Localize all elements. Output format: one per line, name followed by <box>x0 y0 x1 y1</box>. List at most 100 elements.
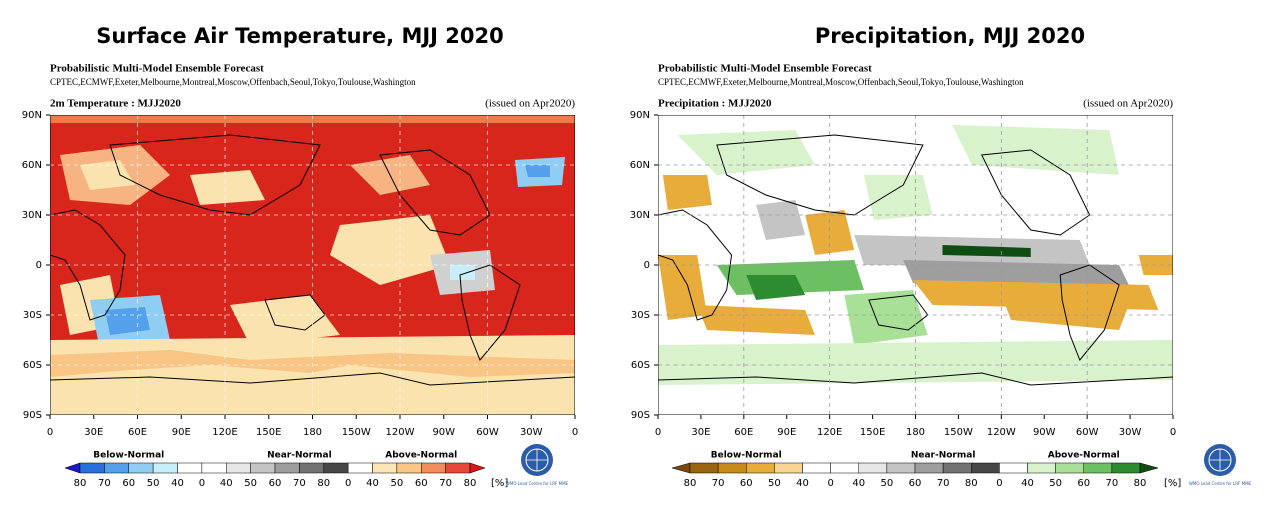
legend-group: Near-Normal <box>267 451 332 461</box>
legend-label: 80 <box>1134 478 1147 489</box>
legend-group: Below-Normal <box>93 451 164 461</box>
legend-box <box>942 462 972 474</box>
legend-box <box>1027 462 1056 474</box>
legend-label: 60 <box>269 478 282 489</box>
legend-label: 0 <box>345 478 351 489</box>
legend-triangle <box>64 462 81 474</box>
legend-label: 60 <box>909 478 922 489</box>
legend-box <box>201 462 227 474</box>
lon-label: 0 <box>572 427 578 438</box>
legend-box <box>79 462 105 474</box>
legend-label: 80 <box>684 478 697 489</box>
lat-label: 60S <box>23 360 42 371</box>
legend-label: 80 <box>464 478 477 489</box>
legend-box <box>1111 462 1141 474</box>
legend-box <box>347 462 373 474</box>
legend-box <box>128 462 154 474</box>
legend-unit: [%] <box>491 478 508 489</box>
lon-label: 30W <box>520 427 543 438</box>
legend-box <box>1055 462 1084 474</box>
legend-box <box>372 462 398 474</box>
issued: (issued on Apr2020) <box>485 98 575 110</box>
lat-label: 30S <box>631 310 650 321</box>
lon-label: 0 <box>1170 427 1176 438</box>
lat-label: 0 <box>644 260 650 271</box>
lon-label: 60E <box>128 427 147 438</box>
lon-label: 60E <box>734 427 753 438</box>
legend-group: Above-Normal <box>385 451 457 461</box>
legend-label: 80 <box>74 478 87 489</box>
logo-text: WMO Lead Centre for LRF MME <box>506 481 569 486</box>
lon-label: 60W <box>476 427 499 438</box>
legend-label: 80 <box>317 478 330 489</box>
legend-group: Near-Normal <box>911 451 976 461</box>
legend-box <box>445 462 471 474</box>
legend-box <box>152 462 178 474</box>
legend-label: 40 <box>1021 478 1034 489</box>
legend-label: 60 <box>415 478 428 489</box>
lon-label: 150W <box>944 427 973 438</box>
lat-label: 30N <box>22 210 42 221</box>
legend-label: 50 <box>1049 478 1062 489</box>
legend-group: Above-Normal <box>1048 451 1120 461</box>
legend-triangle <box>469 462 486 474</box>
map-title: Precipitation : MJJ2020 <box>658 98 772 110</box>
lat-label: 0 <box>36 260 42 271</box>
lat-label: 90S <box>23 410 42 421</box>
panel-title: Surface Air Temperature, MJJ 2020 <box>96 24 503 48</box>
logo-text: WMO Lead Centre for LRF MME <box>1189 481 1252 486</box>
legend-box <box>104 462 129 474</box>
lon-label: 120E <box>817 427 842 438</box>
legend-label: 70 <box>293 478 306 489</box>
lat-label: 30S <box>23 310 42 321</box>
lon-label: 150W <box>342 427 371 438</box>
legend-label: 70 <box>1106 478 1119 489</box>
legend-box <box>717 462 747 474</box>
legend-box <box>299 462 324 474</box>
legend-group: Below-Normal <box>711 451 782 461</box>
legend-box <box>886 462 916 474</box>
lat-label: 60S <box>631 360 650 371</box>
legend-label: 70 <box>712 478 725 489</box>
legend-box <box>971 462 1000 474</box>
legend-box <box>999 462 1028 474</box>
legend-box <box>689 462 719 474</box>
lon-label: 150E <box>860 427 885 438</box>
legend-label: 50 <box>391 478 404 489</box>
lon-label: 30E <box>84 427 103 438</box>
lat-label: 90S <box>631 410 650 421</box>
legend-label: 40 <box>852 478 865 489</box>
legend-box <box>226 462 251 474</box>
legend-label: 50 <box>147 478 160 489</box>
lat-label: 60N <box>22 160 42 171</box>
legend-label: 40 <box>796 478 809 489</box>
lon-label: 90W <box>1033 427 1056 438</box>
legend-label: 50 <box>244 478 257 489</box>
centres: CPTEC,ECMWF,Exeter,Melbourne,Montreal,Mo… <box>658 77 1024 87</box>
issued: (issued on Apr2020) <box>1083 98 1173 110</box>
legend-label: 70 <box>937 478 950 489</box>
legend-label: 50 <box>768 478 781 489</box>
lon-label: 150E <box>256 427 281 438</box>
legend-label: 40 <box>171 478 184 489</box>
map-title: 2m Temperature : MJJ2020 <box>50 98 181 110</box>
legend-box <box>830 462 859 474</box>
legend-box <box>914 462 944 474</box>
legend-box <box>177 462 203 474</box>
heading: Probabilistic Multi-Model Ensemble Forec… <box>50 63 264 75</box>
lat-label: 90N <box>630 110 650 121</box>
lon-label: 90E <box>777 427 796 438</box>
lon-label: 0 <box>655 427 661 438</box>
temperature-map <box>50 115 575 415</box>
legend-unit: [%] <box>1164 478 1181 489</box>
lon-label: 120E <box>212 427 237 438</box>
lon-label: 90W <box>432 427 455 438</box>
legend-triangle <box>1139 462 1159 474</box>
heading: Probabilistic Multi-Model Ensemble Forec… <box>658 63 872 75</box>
lon-label: 30E <box>691 427 710 438</box>
legend-box <box>323 462 349 474</box>
legend-triangle <box>671 462 691 474</box>
legend-label: 50 <box>881 478 894 489</box>
